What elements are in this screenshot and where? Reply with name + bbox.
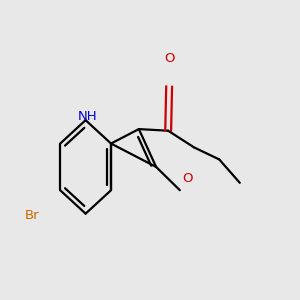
Text: O: O	[182, 172, 192, 185]
Text: Br: Br	[25, 209, 40, 223]
Text: NH: NH	[77, 110, 97, 123]
Text: O: O	[164, 52, 175, 65]
